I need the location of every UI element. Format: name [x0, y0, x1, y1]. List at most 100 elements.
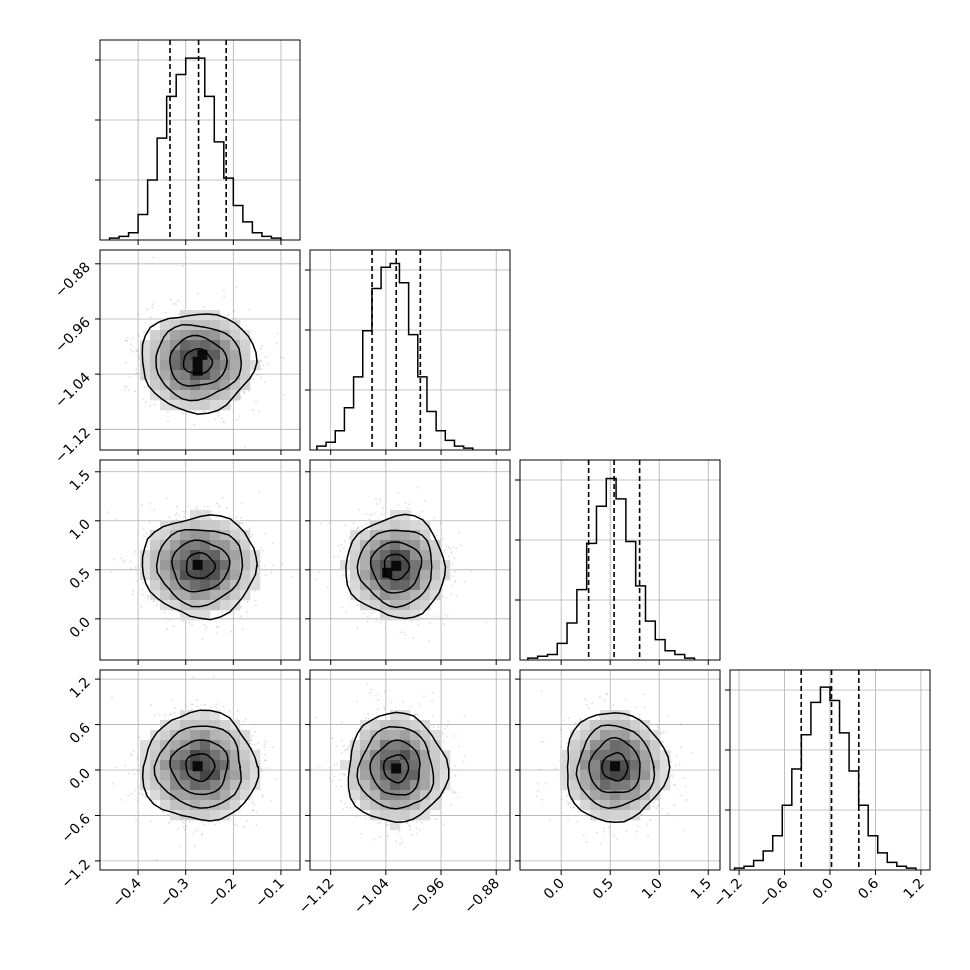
sample-point	[447, 720, 450, 723]
sample-point	[225, 507, 228, 510]
sample-point	[202, 410, 205, 413]
density-bin	[350, 580, 361, 591]
sample-point	[137, 800, 140, 802]
sample-point	[429, 622, 431, 624]
sample-point	[196, 699, 199, 701]
sample-point	[263, 743, 266, 746]
sample-point	[343, 749, 346, 752]
sample-point	[449, 548, 452, 550]
sample-point	[204, 629, 207, 631]
sample-point	[119, 798, 122, 801]
density-bin	[190, 780, 201, 791]
sample-point	[262, 364, 265, 367]
density-bin	[350, 550, 361, 561]
density-peak	[192, 559, 203, 570]
sample-point	[216, 703, 219, 705]
sample-point	[136, 349, 139, 352]
sample-point	[136, 401, 139, 404]
density-bin	[210, 340, 221, 351]
sample-point	[218, 504, 221, 507]
sample-point	[223, 295, 226, 298]
sample-point	[138, 736, 141, 739]
sample-point	[239, 615, 242, 618]
panel-2-1	[309, 459, 511, 661]
sample-point	[441, 595, 444, 598]
density-bin	[210, 320, 221, 331]
density-bin	[190, 390, 201, 401]
sample-point	[262, 549, 264, 552]
sample-point	[265, 759, 268, 762]
density-bin	[230, 380, 241, 391]
sample-point	[443, 727, 446, 730]
sample-point	[397, 492, 400, 494]
density-bin	[230, 790, 241, 801]
density-bin	[410, 590, 421, 601]
sample-point	[373, 838, 376, 841]
sample-point	[274, 778, 277, 781]
sample-point	[382, 507, 384, 509]
density-bin	[140, 750, 151, 761]
sample-point	[341, 721, 343, 724]
density-bin	[410, 520, 421, 531]
sample-point	[130, 349, 133, 351]
density-bin	[430, 590, 441, 601]
sample-point	[148, 585, 150, 587]
sample-point	[464, 754, 467, 757]
sample-point	[281, 562, 283, 565]
density-bin	[200, 810, 211, 821]
density-bin	[430, 560, 441, 571]
density-bin	[180, 800, 191, 811]
sample-point	[181, 510, 184, 513]
sample-point	[414, 718, 416, 721]
sample-point	[152, 600, 155, 603]
sample-point	[366, 621, 369, 623]
sample-point	[137, 758, 139, 761]
sample-point	[186, 505, 189, 507]
sample-point	[203, 824, 206, 826]
density-bin	[370, 580, 381, 591]
sample-point	[221, 497, 224, 499]
density-bin	[200, 550, 211, 561]
sample-point	[182, 821, 185, 824]
density-bin	[160, 360, 171, 371]
sample-point	[137, 335, 140, 338]
sample-point	[454, 735, 457, 737]
sample-point	[415, 821, 418, 823]
density-bin	[150, 330, 161, 341]
density-bin	[150, 540, 161, 551]
density-bin	[400, 540, 411, 551]
sample-point	[441, 589, 444, 592]
density-bin	[160, 770, 171, 781]
sample-point	[356, 815, 358, 818]
sample-point	[146, 545, 149, 548]
density-bin	[190, 730, 201, 741]
density-bin	[200, 720, 211, 731]
sample-point	[227, 315, 230, 318]
sample-point	[182, 265, 185, 267]
density-bin	[340, 560, 351, 571]
contour-1.5-sigma	[153, 725, 242, 809]
sample-point	[453, 546, 455, 549]
density-bin	[250, 580, 261, 591]
sample-point	[431, 715, 434, 717]
sample-point	[131, 593, 134, 596]
sample-point	[192, 832, 195, 835]
density-peak	[192, 365, 203, 376]
density-bin	[170, 600, 181, 611]
density-bin	[390, 610, 401, 621]
density-bin	[150, 750, 161, 761]
sample-point	[149, 521, 151, 524]
sample-point	[136, 573, 139, 575]
sample-point	[146, 308, 149, 311]
sample-point	[356, 603, 359, 606]
sample-point	[188, 621, 191, 623]
density-peak	[192, 761, 203, 772]
sample-point	[357, 526, 360, 529]
sample-point	[137, 357, 140, 360]
density-bin	[200, 560, 211, 571]
sample-point	[410, 834, 413, 836]
density-bin	[190, 520, 201, 531]
density-bin	[180, 340, 191, 351]
density-bin	[160, 740, 171, 751]
density-bin	[160, 320, 171, 331]
